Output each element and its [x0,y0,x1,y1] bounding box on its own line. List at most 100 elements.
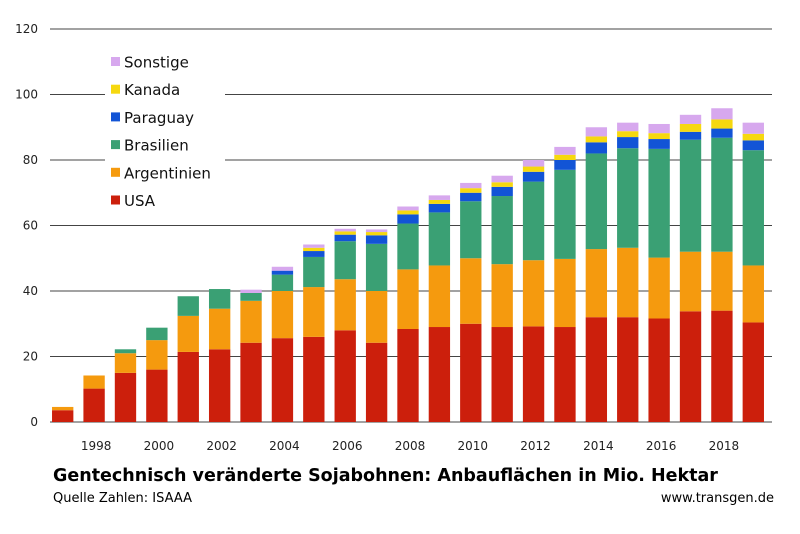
bar-segment-brasilien [522,181,545,261]
chart-title: Gentechnisch veränderte Sojabohnen: Anba… [53,466,718,486]
bar-segment-paraguay [334,234,356,242]
bar-segment-usa [522,326,545,422]
bar-segment-usa [83,388,105,422]
bar-segment-brasilien [303,256,325,288]
bar-segment-usa [365,342,388,422]
legend-label-sonstige: Sonstige [124,54,189,72]
bar-segment-sonstige [303,244,325,248]
bar-segment-argentinien [742,265,764,323]
x-tick-label: 2014 [583,439,614,453]
chart-bars [52,108,764,422]
bar-segment-argentinien [365,291,388,343]
bar-segment-argentinien [114,353,137,373]
x-tick-label: 2018 [709,439,740,453]
source-note: Quelle Zahlen: ISAAA [53,491,193,506]
bar-segment-usa [711,310,733,422]
bar-segment-brasilien [491,196,513,265]
bar-segment-kanada [679,123,702,132]
x-tick-label: 2000 [144,439,175,453]
bar-segment-paraguay [711,128,733,138]
bar-segment-sonstige [522,160,545,167]
legend-swatch-kanada [111,84,120,94]
bar-segment-sonstige [742,122,764,134]
bar-segment-paraguay [742,140,764,151]
bar-segment-usa [52,410,74,422]
bar-segment-paraguay [460,192,482,202]
stacked-bar-chart: 0 20 40 60 80 100 120 1998 2000 2002 2004 2006 2008 2… [15,22,772,453]
bar-segment-sonstige [240,289,262,293]
bar-segment-kanada [648,133,670,140]
bar-segment-paraguay [585,142,608,154]
legend-swatch-paraguay [111,112,120,122]
bar-segment-argentinien [585,249,608,318]
bar-segment-brasilien [711,137,733,252]
bar-segment-brasilien [585,153,608,250]
bar-segment-sonstige [711,108,733,120]
website-link: www.transgen.de [660,491,774,506]
bar-segment-sonstige [271,266,294,271]
bar-segment-argentinien [240,300,262,343]
x-tick-label: 2002 [206,439,237,453]
bar-segment-paraguay [617,137,639,149]
bar-segment-usa [240,342,262,422]
bar-segment-brasilien [554,169,576,259]
bar-segment-usa [460,323,482,422]
legend-label-paraguay: Paraguay [124,109,194,127]
bar-segment-sonstige [428,195,451,200]
bar-segment-sonstige [460,182,482,189]
bar-segment-sonstige [397,206,419,211]
bar-segment-usa [146,369,168,422]
bar-segment-kanada [491,182,513,187]
bar-segment-paraguay [428,203,451,213]
bar-segment-sonstige [334,228,356,232]
bar-segment-kanada [303,247,325,252]
bar-segment-sonstige [648,123,670,134]
bar-segment-brasilien [648,148,670,258]
x-tick-label: 2010 [458,439,489,453]
bar-segment-argentinien [522,260,545,327]
bar-segment-kanada [617,131,639,138]
legend-label-kanada: Kanada [124,81,180,99]
bar-segment-kanada [460,188,482,193]
bar-segment-brasilien [334,241,356,280]
y-tick-label: 80 [23,153,38,167]
bar-segment-usa [648,318,670,422]
x-tick-label: 1998 [81,439,112,453]
bar-segment-paraguay [679,131,702,140]
bar-segment-kanada [397,210,419,215]
bar-segment-usa [491,327,513,422]
bar-segment-argentinien [679,251,702,312]
bar-segment-brasilien [271,274,294,291]
legend-label-usa: USA [124,192,156,210]
legend-label-brasilien: Brasilien [124,137,189,155]
bar-segment-paraguay [271,270,294,275]
bar-segment-brasilien [208,289,231,309]
bar-segment-usa [742,322,764,422]
bar-segment-usa [334,330,356,422]
y-tick-label: 40 [23,284,38,298]
bar-segment-brasilien [742,150,764,266]
bar-segment-argentinien [554,258,576,328]
bar-segment-argentinien [177,315,199,352]
bar-segment-brasilien [365,243,388,291]
bar-segment-paraguay [365,235,388,244]
bar-segment-argentinien [52,406,74,411]
bar-segment-argentinien [303,287,325,337]
bar-segment-argentinien [460,258,482,324]
x-tick-label: 2016 [646,439,677,453]
bar-segment-sonstige [491,175,513,183]
bar-segment-kanada [428,199,451,204]
bar-segment-argentinien [208,308,231,350]
legend-label-argentinien: Argentinien [124,164,211,182]
bar-segment-brasilien [114,349,137,354]
legend-swatch-argentinien [111,167,120,177]
x-tick-label: 2006 [332,439,363,453]
bar-segment-paraguay [303,251,325,257]
bar-segment-argentinien [648,257,670,319]
bar-segment-brasilien [146,327,168,341]
bar-segment-paraguay [522,171,545,182]
bar-segment-paraguay [554,160,576,170]
y-tick-label: 20 [23,350,38,364]
legend-background [105,46,225,218]
bar-segment-paraguay [397,214,419,224]
